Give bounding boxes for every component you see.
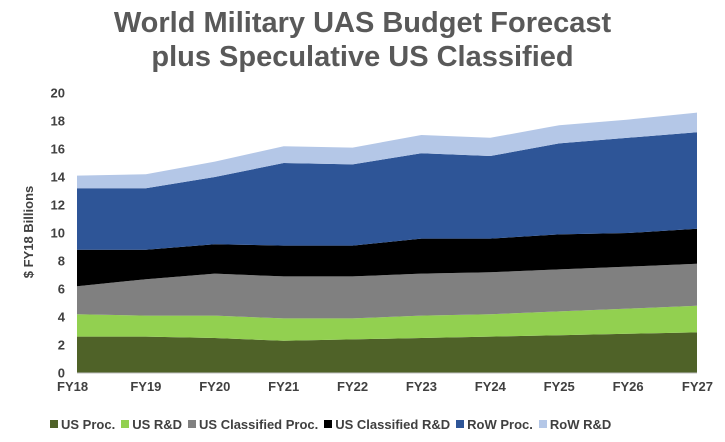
y-tick-label: 14 (51, 170, 66, 185)
x-tick-label: FY18 (57, 379, 88, 394)
area-series-4 (77, 132, 697, 250)
y-tick-label: 20 (51, 86, 65, 101)
chart-title: World Military UAS Budget Forecast plus … (0, 6, 725, 74)
y-tick-label: 16 (51, 142, 65, 157)
chart-title-line-1: World Military UAS Budget Forecast (113, 7, 612, 39)
chart-title-line-2: plus Speculative US Classified (151, 41, 574, 73)
legend-swatch (324, 420, 333, 428)
area-series-1 (77, 305, 697, 341)
legend-swatch (456, 420, 465, 428)
y-tick-label: 18 (51, 114, 65, 129)
x-tick-label: FY25 (544, 379, 575, 394)
x-tick-label: FY27 (682, 379, 713, 394)
legend-label: US Classified R&D (335, 416, 451, 432)
legend-item: US R&D (121, 417, 182, 432)
legend-label: US R&D (132, 416, 183, 432)
legend-item: RoW R&D (538, 416, 612, 432)
legend-label: US Classified Proc. (199, 416, 319, 432)
x-tick-label: FY22 (337, 379, 368, 394)
x-tick-label: FY21 (268, 379, 299, 394)
x-tick-label: FY23 (406, 379, 437, 394)
legend-swatch (121, 420, 130, 428)
legend-label: RoW Proc. (467, 416, 533, 432)
y-tick-label: 0 (58, 366, 65, 381)
y-tick-label: 12 (51, 198, 65, 213)
area-layers (77, 112, 697, 373)
legend-swatch (538, 420, 547, 428)
y-tick-label: 2 (58, 338, 65, 353)
y-tick-label: 8 (58, 254, 65, 269)
y-tick-label: 10 (51, 226, 65, 241)
x-tick-label: FY24 (475, 379, 507, 394)
y-axis-label: $ FY18 Billions (21, 186, 36, 278)
legend-label: US Proc. (61, 416, 116, 432)
x-tick-label: FY26 (613, 379, 644, 394)
x-tick-label: FY20 (199, 379, 230, 394)
legend: US Proc. US R&D US Classified Proc. US Clas… (50, 414, 617, 434)
area-series-0 (77, 332, 697, 373)
legend-swatch (50, 420, 58, 428)
legend-item: US Proc. (50, 417, 115, 432)
area-series-5 (77, 112, 697, 189)
legend-item: RoW Proc. (456, 417, 533, 432)
y-tick-label: 6 (58, 282, 65, 297)
x-tick-label: FY19 (130, 379, 161, 394)
y-tick-label: 4 (58, 310, 66, 325)
y-tick-labels: 0 2 4 6 8 10 12 14 16 18 20 (51, 86, 66, 381)
legend-item: US Classified R&D (324, 417, 450, 432)
x-tick-labels: FY18 FY19 FY20 FY21 FY22 FY23 FY24 FY25 FY26 FY27 (57, 379, 713, 394)
legend-item: US Classified Proc. (188, 417, 318, 432)
area-series-3 (77, 228, 697, 287)
legend-label: RoW R&D (549, 416, 612, 432)
area-series-2 (77, 263, 697, 319)
legend-swatch (188, 420, 197, 428)
